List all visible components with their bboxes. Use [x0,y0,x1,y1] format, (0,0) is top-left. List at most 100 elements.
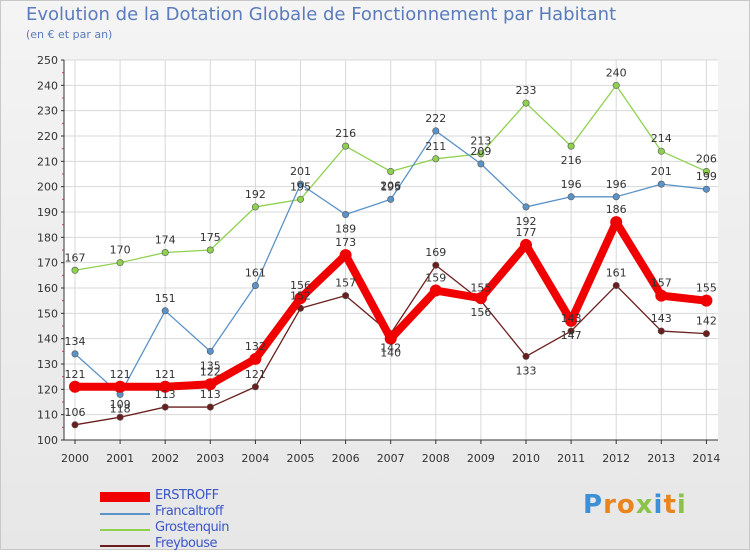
chart-title: Evolution de la Dotation Globale de Fonc… [26,4,617,25]
data-label-grostenquin: 211 [425,140,446,153]
data-label-freybouse: 155 [470,282,491,295]
data-label-freybouse: 143 [561,312,582,325]
data-point-grostenquin [612,81,620,89]
data-point-freybouse [522,352,530,360]
chart-subtitle: (en € et par an) [26,28,113,41]
data-label-grostenquin: 233 [516,84,537,97]
data-label-francaltroff: 222 [425,112,446,125]
data-label-grostenquin: 174 [155,234,176,247]
data-point-grostenquin [702,167,710,175]
data-point-grostenquin [296,195,304,203]
legend-swatch [100,513,150,515]
x-tick-label: 2011 [557,452,585,465]
data-point-francaltroff [342,211,350,219]
legend-swatch [100,529,150,531]
data-label-francaltroff: 199 [696,170,717,183]
data-point-erstroff [474,292,487,305]
data-point-erstroff [384,332,397,345]
data-label-francaltroff: 196 [606,178,627,191]
legend-swatch [100,545,150,547]
legend-label: Freybouse [155,536,218,551]
data-label-erstroff: 121 [155,368,176,381]
data-label-erstroff: 132 [245,340,266,353]
data-point-erstroff [339,249,352,262]
data-point-grostenquin [432,155,440,163]
data-point-freybouse [342,292,350,300]
data-label-erstroff: 140 [380,347,401,360]
y-tick-label: 240 [37,79,58,92]
data-label-francaltroff: 195 [380,180,401,193]
data-label-erstroff: 121 [65,368,86,381]
data-point-grostenquin [387,167,395,175]
data-label-grostenquin: 214 [651,132,672,145]
x-tick-label: 2006 [332,452,360,465]
data-point-erstroff [69,380,81,393]
data-label-freybouse: 143 [651,312,672,325]
data-label-francaltroff: 201 [290,165,311,178]
data-point-francaltroff [71,350,79,358]
data-point-francaltroff [612,193,620,201]
data-point-erstroff [520,238,532,251]
data-point-freybouse [702,330,710,338]
data-label-erstroff: 173 [335,236,356,249]
data-point-freybouse [161,403,169,411]
data-label-grostenquin: 195 [290,180,311,193]
y-tick-label: 120 [37,383,58,396]
data-label-grostenquin: 213 [470,135,491,148]
data-point-erstroff [249,352,262,365]
data-point-erstroff [159,380,172,393]
data-point-freybouse [116,413,124,421]
data-point-francaltroff [702,185,710,193]
data-point-grostenquin [71,266,79,274]
data-point-grostenquin [206,246,214,254]
data-label-grostenquin: 170 [110,244,131,257]
y-tick-label: 110 [37,409,58,422]
legend-label: Francaltroff [155,504,224,519]
y-tick-label: 160 [37,282,58,295]
data-point-grostenquin [522,99,530,107]
data-point-freybouse [567,327,575,335]
data-label-erstroff: 156 [290,279,311,292]
data-label-francaltroff: 192 [516,215,537,228]
x-tick-label: 2010 [512,452,540,465]
x-tick-label: 2005 [287,452,315,465]
data-point-grostenquin [251,203,259,211]
data-point-freybouse [206,403,214,411]
data-point-francaltroff [522,203,530,211]
data-point-francaltroff [387,195,395,203]
y-tick-label: 210 [37,155,58,168]
data-point-francaltroff [251,281,259,289]
data-point-erstroff [204,378,217,391]
data-point-freybouse [612,281,620,289]
legend-label: ERSTROFF [155,488,219,503]
data-label-erstroff: 157 [651,277,672,290]
data-label-freybouse: 161 [606,266,627,279]
data-label-grostenquin: 167 [65,251,86,264]
data-label-freybouse: 106 [65,406,86,419]
data-point-francaltroff [477,160,485,168]
data-label-freybouse: 113 [155,388,176,401]
data-point-grostenquin [657,147,665,155]
data-point-grostenquin [116,259,124,267]
data-point-grostenquin [567,142,575,150]
data-label-freybouse: 113 [200,388,221,401]
data-point-francaltroff [206,347,214,355]
data-point-erstroff [655,289,668,302]
y-tick-label: 220 [37,130,58,143]
y-tick-label: 250 [37,54,58,67]
data-label-erstroff: 159 [425,272,446,285]
data-label-freybouse: 152 [290,289,311,302]
data-point-freybouse [251,383,259,391]
data-label-erstroff: 177 [516,226,537,239]
y-tick-label: 230 [37,105,58,118]
data-point-erstroff [565,314,578,327]
data-label-erstroff: 155 [696,282,717,295]
x-tick-label: 2007 [377,452,405,465]
data-label-francaltroff: 118 [110,402,131,415]
data-label-erstroff: 147 [561,329,582,342]
x-tick-label: 2004 [241,452,269,465]
y-tick-label: 200 [37,181,58,194]
x-tick-label: 2001 [106,452,134,465]
data-label-freybouse: 142 [380,342,401,355]
data-point-erstroff [700,294,713,307]
